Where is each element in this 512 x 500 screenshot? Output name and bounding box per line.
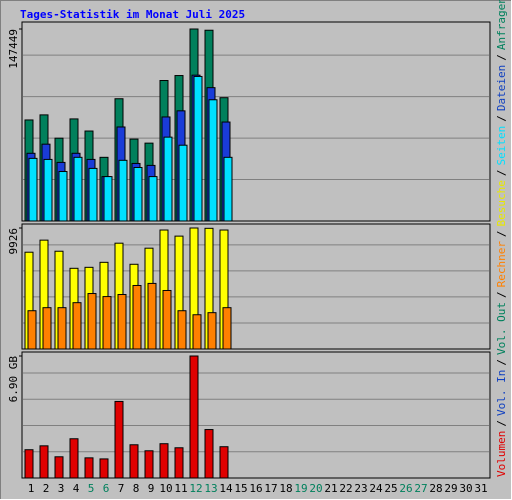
bar [87,293,97,350]
legend-entry: Seiten [495,126,508,166]
bar [69,438,79,479]
x-tick-label: 2 [43,482,50,495]
x-tick-label: 5 [88,482,95,495]
x-tick-label: 28 [429,482,442,495]
y-tick-label: 147449 [7,29,20,69]
bar [28,157,38,222]
legend-separator: / [495,115,508,122]
legend-separator: / [495,420,508,427]
legend-separator: / [495,359,508,366]
x-tick-label: 8 [133,482,140,495]
x-tick-label: 25 [384,482,397,495]
x-tick-label: 1 [28,482,35,495]
bar [159,443,169,479]
bar [54,456,64,479]
bar [118,159,128,222]
legend-separator: / [495,230,508,237]
x-tick-label: 27 [414,482,427,495]
bar [208,99,218,222]
bar [72,302,82,350]
x-tick-label: 20 [309,482,322,495]
chart-title: Tages-Statistik im Monat Juli 2025 [20,8,245,21]
bar [223,156,233,222]
bar [43,158,53,222]
bar [147,282,157,350]
x-tick-label: 19 [294,482,307,495]
legend-separator: / [495,169,508,176]
x-tick-label: 11 [174,482,187,495]
legend-entry: Dateien [495,65,508,111]
x-tick-label: 15 [234,482,247,495]
legend: Volumen / Vol. In / Vol. Out / Rechner / Besuche… [495,0,508,477]
y-tick-label: 9926 [7,228,20,255]
bar [144,450,154,479]
legend-entry: Besuche [495,180,508,226]
bar [133,166,143,222]
x-tick-label: 6 [103,482,110,495]
legend-entry: Vol. Out [495,302,508,355]
x-tick-label: 12 [189,482,202,495]
bar [222,307,232,350]
bar [204,429,214,479]
y-tick-label: 6.90 GB [7,356,20,403]
bar [39,445,49,479]
legend-entry: Vol. In [495,370,508,416]
x-tick-label: 7 [118,482,125,495]
legend-separator: / [495,54,508,61]
bar [24,449,34,479]
legend-entry: Anfragen [495,0,508,50]
x-tick-label: 30 [459,482,472,495]
bar [117,294,127,350]
bar [219,446,229,479]
legend-entry: Rechner [495,241,508,288]
legend-entry: Volumen [495,431,508,477]
bar [177,310,187,350]
bar [102,296,112,350]
bar [148,176,158,222]
bar [193,75,203,222]
x-tick-label: 14 [219,482,233,495]
bar [207,312,217,350]
bar [73,156,83,222]
x-tick-label: 31 [474,482,487,495]
x-tick-label: 26 [399,482,412,495]
x-tick-label: 21 [324,482,337,495]
x-tick-label: 23 [354,482,367,495]
bar [103,176,113,222]
x-tick-label: 18 [279,482,292,495]
bar [178,144,188,222]
x-tick-label: 13 [204,482,217,495]
bar [114,400,124,479]
bar [84,457,94,479]
bar [132,284,142,350]
bar [189,355,199,479]
bar [192,314,202,350]
x-tick-label: 16 [249,482,262,495]
x-tick-label: 24 [369,482,383,495]
x-tick-label: 22 [339,482,352,495]
x-tick-label: 9 [148,482,155,495]
legend-separator: / [495,291,508,298]
x-tick-label: 3 [58,482,65,495]
x-tick-label: 17 [264,482,277,495]
bar [88,167,98,222]
bar [99,458,109,479]
bar [58,171,68,222]
x-tick-label: 29 [444,482,457,495]
bar [163,136,173,222]
bar [129,444,139,479]
bar [42,307,52,350]
bar [162,289,172,350]
bar [174,447,184,479]
bar [27,310,37,350]
x-tick-label: 10 [159,482,172,495]
x-tick-label: 4 [73,482,80,495]
bar [57,307,67,350]
